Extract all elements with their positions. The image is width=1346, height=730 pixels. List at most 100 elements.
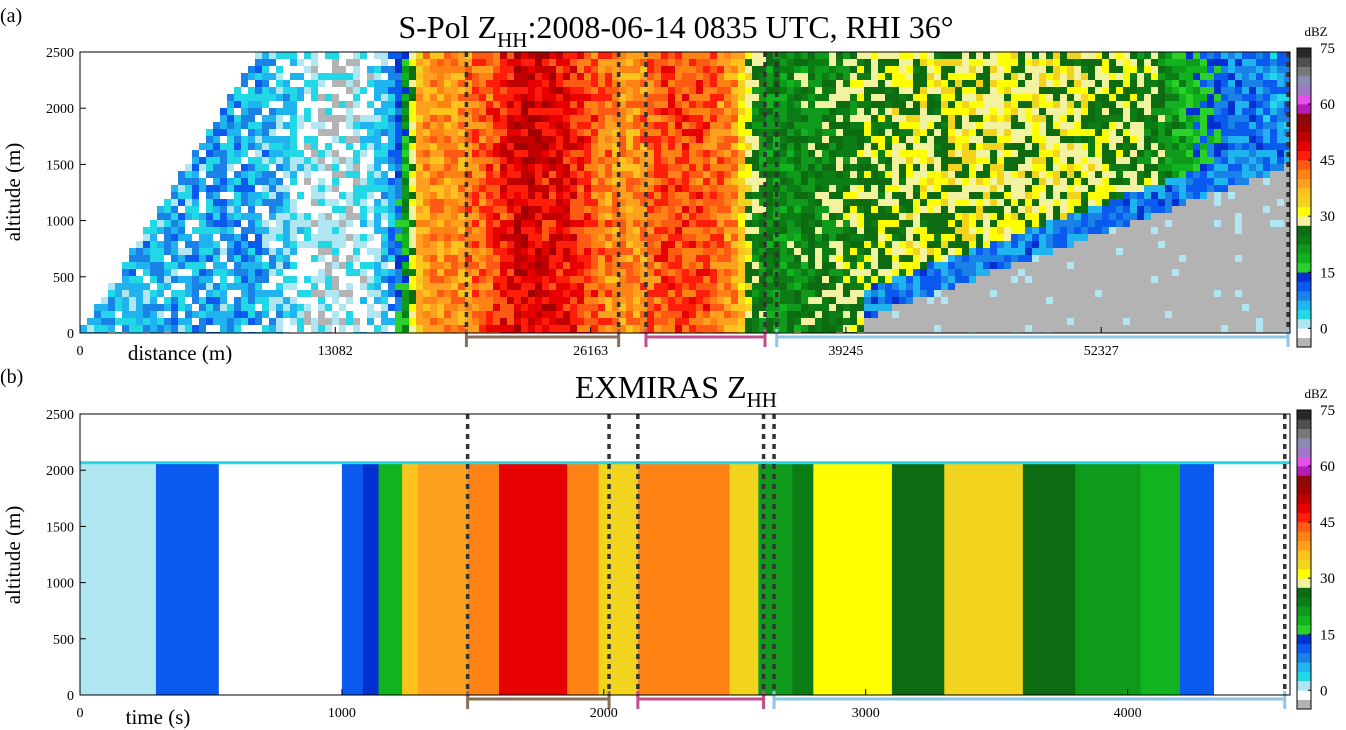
reflectivity-cell: [409, 262, 417, 270]
reflectivity-cell: [332, 66, 340, 74]
reflectivity-cell: [493, 52, 501, 60]
reflectivity-cell: [731, 136, 739, 144]
reflectivity-cell: [514, 178, 522, 186]
reflectivity-cell: [626, 73, 634, 81]
reflectivity-cell: [934, 276, 942, 284]
reflectivity-cell: [850, 73, 858, 81]
reflectivity-cell: [626, 304, 634, 312]
reflectivity-cell: [969, 94, 977, 102]
reflectivity-cell: [430, 311, 438, 319]
reflectivity-cell: [199, 241, 207, 249]
reflectivity-cell: [276, 66, 284, 74]
reflectivity-cell: [941, 269, 949, 277]
reflectivity-cell: [556, 115, 564, 123]
reflectivity-cell: [514, 52, 522, 60]
reflectivity-cell: [899, 311, 907, 319]
reflectivity-cell: [465, 73, 473, 81]
reflectivity-cell: [787, 101, 795, 109]
reflectivity-cell: [766, 157, 774, 165]
reflectivity-cell: [486, 297, 494, 305]
reflectivity-cell: [381, 318, 389, 326]
reflectivity-cell: [234, 199, 242, 207]
reflectivity-cell: [654, 283, 662, 291]
reflectivity-cell: [549, 143, 557, 151]
reflectivity-cell: [437, 94, 445, 102]
reflectivity-cell: [990, 157, 998, 165]
reflectivity-cell: [612, 94, 620, 102]
reflectivity-cell: [941, 66, 949, 74]
reflectivity-cell: [927, 213, 935, 221]
reflectivity-cell: [759, 108, 767, 116]
reflectivity-cell: [220, 248, 228, 256]
reflectivity-cell: [283, 283, 291, 291]
reflectivity-cell: [535, 87, 543, 95]
reflectivity-cell: [815, 206, 823, 214]
reflectivity-cell: [297, 150, 305, 158]
reflectivity-cell: [255, 66, 263, 74]
reflectivity-cell: [507, 290, 515, 298]
reflectivity-cell: [318, 164, 326, 172]
reflectivity-cell: [892, 73, 900, 81]
reflectivity-cell: [472, 59, 480, 67]
reflectivity-cell: [913, 304, 921, 312]
reflectivity-cell: [976, 136, 984, 144]
reflectivity-cell: [745, 52, 753, 60]
reflectivity-cell: [598, 234, 606, 242]
reflectivity-cell: [479, 150, 487, 158]
reflectivity-cell: [570, 318, 578, 326]
reflectivity-cell: [255, 171, 263, 179]
reflectivity-cell: [514, 206, 522, 214]
reflectivity-cell: [255, 52, 263, 60]
reflectivity-cell: [241, 178, 249, 186]
reflectivity-cell: [843, 262, 851, 270]
reflectivity-cell: [913, 276, 921, 284]
reflectivity-cell: [269, 73, 277, 81]
reflectivity-cell: [822, 297, 830, 305]
reflectivity-cell: [367, 248, 375, 256]
reflectivity-cell: [759, 290, 767, 298]
reflectivity-cell: [815, 171, 823, 179]
reflectivity-cell: [241, 325, 249, 333]
reflectivity-cell: [185, 178, 193, 186]
reflectivity-cell: [549, 108, 557, 116]
reflectivity-cell: [507, 73, 515, 81]
reflectivity-cell: [612, 290, 620, 298]
reflectivity-cell: [731, 94, 739, 102]
reflectivity-cell: [934, 255, 942, 263]
reflectivity-cell: [227, 150, 235, 158]
reflectivity-cell: [549, 304, 557, 312]
reflectivity-cell: [437, 73, 445, 81]
reflectivity-cell: [381, 325, 389, 333]
reflectivity-cell: [724, 164, 732, 172]
reflectivity-cell: [969, 185, 977, 193]
reflectivity-cell: [465, 311, 473, 319]
reflectivity-cell: [423, 136, 431, 144]
reflectivity-cell: [213, 311, 221, 319]
reflectivity-cell: [766, 325, 774, 333]
reflectivity-cell: [199, 192, 207, 200]
reflectivity-cell: [612, 241, 620, 249]
reflectivity-cell: [997, 248, 1005, 256]
reflectivity-cell: [885, 87, 893, 95]
reflectivity-cell: [367, 213, 375, 221]
reflectivity-cell: [409, 290, 417, 298]
reflectivity-cell: [290, 94, 298, 102]
reflectivity-cell: [402, 143, 410, 151]
reflectivity-cell: [290, 80, 298, 88]
reflectivity-cell: [696, 52, 704, 60]
reflectivity-cell: [948, 318, 956, 326]
reflectivity-cell: [563, 178, 571, 186]
reflectivity-cell: [934, 213, 942, 221]
reflectivity-cell: [1011, 115, 1019, 123]
reflectivity-cell: [486, 143, 494, 151]
reflectivity-cell: [738, 73, 746, 81]
reflectivity-cell: [927, 304, 935, 312]
reflectivity-cell: [493, 290, 501, 298]
reflectivity-cell: [780, 80, 788, 88]
reflectivity-cell: [311, 52, 319, 60]
reflectivity-cell: [801, 248, 809, 256]
reflectivity-cell: [255, 199, 263, 207]
reflectivity-cell: [850, 185, 858, 193]
reflectivity-cell: [605, 115, 613, 123]
reflectivity-cell: [724, 108, 732, 116]
